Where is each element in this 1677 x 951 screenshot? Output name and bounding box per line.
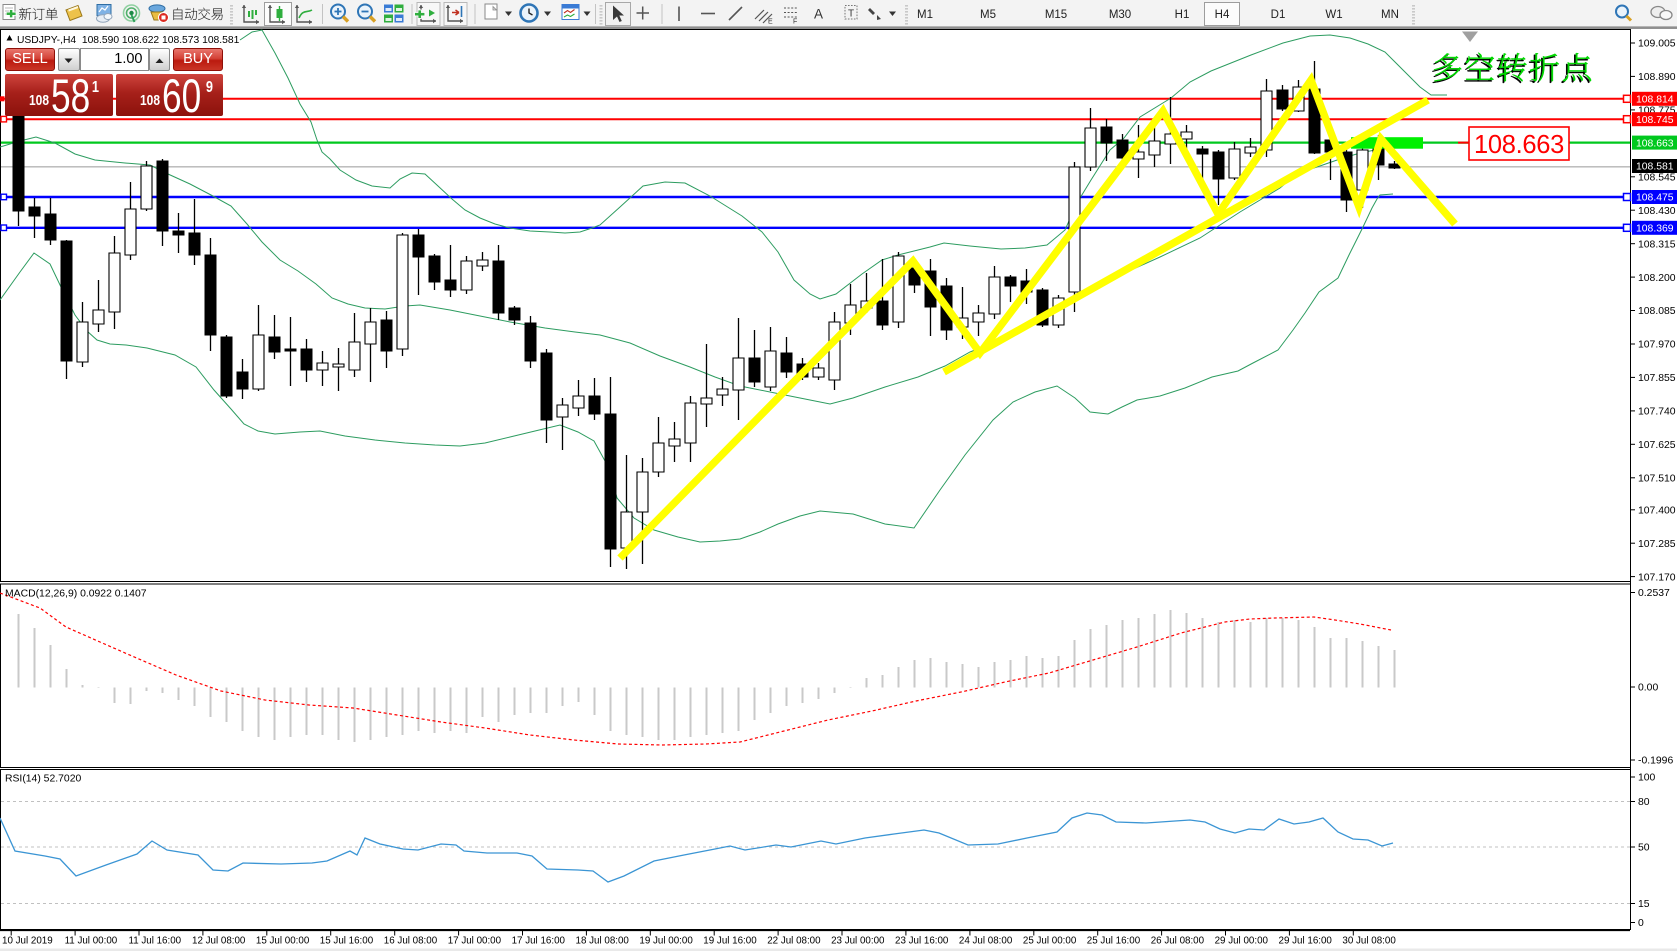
svg-text:50: 50 [1638, 843, 1650, 854]
svg-text:M5: M5 [980, 9, 996, 21]
svg-text:MACD(12,26,9) 0.0922 0.1407: MACD(12,26,9) 0.0922 0.1407 [5, 589, 147, 600]
svg-text:23 Jul 16:00: 23 Jul 16:00 [895, 936, 949, 947]
svg-text:108.890: 108.890 [1638, 72, 1676, 83]
svg-text:108.085: 108.085 [1638, 306, 1676, 317]
svg-text:24 Jul 08:00: 24 Jul 08:00 [959, 936, 1013, 947]
svg-text:29 Jul 00:00: 29 Jul 00:00 [1215, 936, 1269, 947]
svg-text:M15: M15 [1045, 9, 1067, 21]
svg-text:0.00: 0.00 [1638, 683, 1658, 694]
svg-text:108.745: 108.745 [1636, 115, 1674, 126]
svg-text:108.663: 108.663 [1636, 138, 1674, 149]
svg-text:10 Jul 2019: 10 Jul 2019 [2, 936, 53, 947]
svg-text:100: 100 [1638, 773, 1656, 784]
svg-text:15 Jul 16:00: 15 Jul 16:00 [320, 936, 374, 947]
svg-text:107.855: 107.855 [1638, 373, 1676, 384]
svg-text:15: 15 [1638, 899, 1650, 910]
svg-text:108.475: 108.475 [1636, 193, 1674, 204]
svg-text:19 Jul 16:00: 19 Jul 16:00 [703, 936, 757, 947]
svg-text:E: E [768, 19, 773, 26]
svg-text:107.285: 107.285 [1638, 539, 1676, 550]
svg-text:H4: H4 [1215, 9, 1230, 21]
svg-text:15 Jul 00:00: 15 Jul 00:00 [256, 936, 310, 947]
svg-text:17 Jul 16:00: 17 Jul 16:00 [512, 936, 566, 947]
svg-text:80: 80 [1638, 797, 1650, 808]
svg-text:W1: W1 [1325, 9, 1342, 21]
svg-text:108.315: 108.315 [1638, 239, 1676, 250]
svg-text:A: A [814, 7, 823, 22]
svg-text:0.2537: 0.2537 [1638, 588, 1670, 599]
svg-text:19 Jul 00:00: 19 Jul 00:00 [639, 936, 693, 947]
svg-text:25 Jul 00:00: 25 Jul 00:00 [1023, 936, 1077, 947]
svg-text:107.400: 107.400 [1638, 506, 1676, 517]
svg-text:12 Jul 08:00: 12 Jul 08:00 [192, 936, 246, 947]
svg-text:26 Jul 08:00: 26 Jul 08:00 [1151, 936, 1205, 947]
svg-text:107.740: 107.740 [1638, 407, 1676, 418]
svg-text:108.430: 108.430 [1638, 206, 1676, 217]
svg-text:108.545: 108.545 [1638, 173, 1676, 184]
svg-text:F: F [793, 19, 797, 26]
svg-text:11 Jul 16:00: 11 Jul 16:00 [128, 936, 181, 947]
svg-text:H1: H1 [1175, 9, 1190, 21]
svg-text:107.510: 107.510 [1638, 474, 1676, 485]
svg-text:MN: MN [1381, 9, 1399, 21]
svg-text:M1: M1 [917, 9, 933, 21]
svg-text:108.200: 108.200 [1638, 273, 1676, 284]
svg-text:107.170: 107.170 [1638, 572, 1676, 583]
svg-text:29 Jul 16:00: 29 Jul 16:00 [1279, 936, 1333, 947]
svg-text:11 Jul 00:00: 11 Jul 00:00 [65, 936, 118, 947]
svg-text:108.814: 108.814 [1636, 95, 1674, 106]
svg-text:17 Jul 00:00: 17 Jul 00:00 [448, 936, 502, 947]
svg-text:108.663: 108.663 [1474, 131, 1564, 159]
svg-text:109.005: 109.005 [1638, 39, 1676, 50]
svg-text:108.581: 108.581 [1636, 162, 1674, 173]
svg-text:23 Jul 00:00: 23 Jul 00:00 [831, 936, 885, 947]
svg-text:D1: D1 [1271, 9, 1286, 21]
svg-text:107.970: 107.970 [1638, 340, 1676, 351]
svg-text:16 Jul 08:00: 16 Jul 08:00 [384, 936, 438, 947]
svg-text:25 Jul 16:00: 25 Jul 16:00 [1087, 936, 1141, 947]
svg-text:18 Jul 08:00: 18 Jul 08:00 [576, 936, 630, 947]
svg-text:108.775: 108.775 [1638, 106, 1676, 117]
svg-text:USDJPY-,H4 108.590 108.622 10: USDJPY-,H4 108.590 108.622 108.573 108.5… [17, 35, 240, 46]
svg-text:-0.1996: -0.1996 [1638, 756, 1673, 767]
svg-text:30 Jul 08:00: 30 Jul 08:00 [1342, 936, 1396, 947]
svg-text:108.369: 108.369 [1636, 224, 1674, 235]
svg-text:RSI(14) 52.7020: RSI(14) 52.7020 [5, 774, 81, 785]
svg-text:M30: M30 [1109, 9, 1131, 21]
svg-text:0: 0 [1638, 918, 1644, 929]
svg-text:T: T [848, 9, 854, 20]
svg-text:107.625: 107.625 [1638, 440, 1676, 451]
svg-text:22 Jul 08:00: 22 Jul 08:00 [767, 936, 821, 947]
